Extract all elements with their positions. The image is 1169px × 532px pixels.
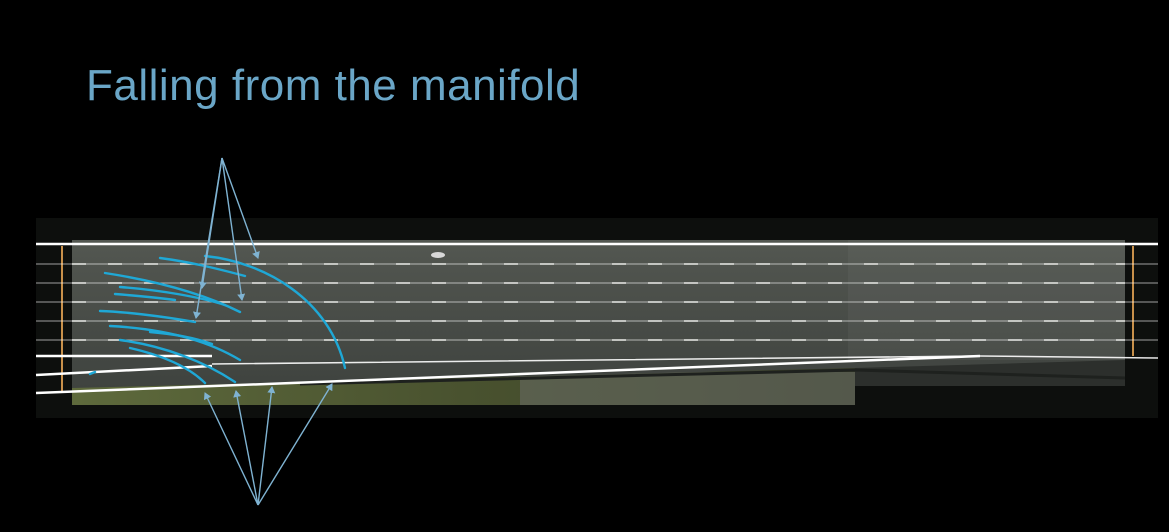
road-surface	[72, 240, 1125, 388]
lane-boundary-lines	[35, 242, 1159, 395]
bottom-arrow-group	[203, 383, 333, 506]
top-arrow-group	[193, 157, 260, 319]
vehicle	[431, 252, 445, 258]
vehicle-trajectories	[88, 254, 347, 385]
guard-rail	[299, 368, 1126, 386]
road-photo-seam	[848, 240, 1125, 360]
slide-title: Falling from the manifold	[86, 61, 581, 110]
